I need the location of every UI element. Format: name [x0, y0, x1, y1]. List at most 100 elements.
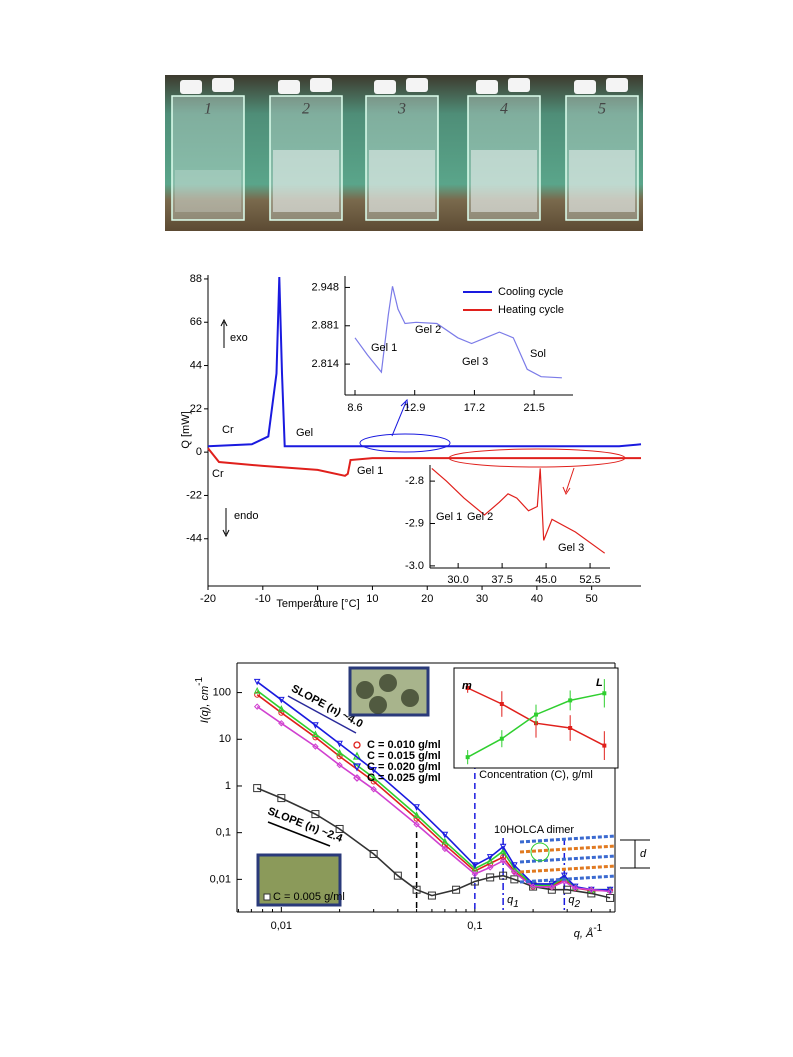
- data-point: [499, 847, 507, 855]
- vial-label: 2: [302, 101, 310, 118]
- vial-cap: [278, 80, 300, 94]
- peak-label: q1: [507, 894, 519, 910]
- legend-label: Heating cycle: [498, 304, 564, 316]
- schematic: 10HOLCA dimer d: [494, 824, 650, 884]
- data-point: [253, 678, 261, 686]
- peak-label-sub: 1: [513, 899, 519, 910]
- data-point: [370, 778, 377, 785]
- annotation: Gel 1: [436, 511, 462, 523]
- data-point: [452, 885, 461, 894]
- data-point: [278, 709, 285, 716]
- annotation: Gel 3: [462, 356, 488, 368]
- y-tick-label: 88: [190, 273, 202, 285]
- x-tick-label: 12.9: [404, 402, 425, 414]
- series-label: m: [462, 680, 472, 692]
- data-point: [511, 869, 518, 876]
- data-point: [278, 705, 285, 712]
- peak-label-main: q: [507, 894, 514, 906]
- data-point: [499, 736, 504, 741]
- data-point: [254, 691, 261, 698]
- annotation: Sol: [530, 348, 546, 360]
- data-point: [413, 804, 420, 811]
- data-point: [312, 722, 319, 729]
- x-tick-label: 45.0: [535, 574, 556, 586]
- x-tick-label: 30: [476, 593, 488, 605]
- y-tick-label: 2.948: [311, 281, 339, 293]
- vial-label: 4: [500, 101, 508, 118]
- legend-label: Cooling cycle: [498, 286, 563, 298]
- x-tick-label: 0,01: [271, 920, 292, 932]
- data-point: [441, 837, 449, 845]
- y-axis-label-main: I(q), cm: [199, 686, 211, 723]
- legend-label: C = 0.005 g/ml: [273, 891, 345, 903]
- x-tick-label: 37.5: [491, 574, 512, 586]
- legend-label: C = 0.015 g/ml: [367, 750, 441, 762]
- peak-label-main: q: [568, 894, 575, 906]
- x-axis-label: q, Å-1: [574, 923, 603, 940]
- y-tick-label: 1: [225, 780, 231, 792]
- data-point: [568, 726, 573, 730]
- vial-cap: [508, 78, 530, 92]
- vial-cap: [310, 78, 332, 92]
- data-point: [441, 831, 449, 839]
- data-point: [312, 743, 319, 750]
- vial-gel: [175, 170, 241, 212]
- legend-label: C = 0.010 g/ml: [367, 739, 441, 751]
- y-tick-label: 0,01: [210, 873, 231, 885]
- data-point: [499, 871, 508, 880]
- data-point: [370, 786, 377, 793]
- x-tick-label: 8.6: [347, 402, 362, 414]
- data-line: [354, 286, 562, 379]
- molecule-row: [519, 854, 616, 864]
- data-point: [534, 712, 538, 717]
- y-tick-label: -2.8: [405, 475, 424, 487]
- slope-line: [287, 695, 357, 734]
- data-line: [207, 276, 642, 448]
- y-tick-label: 0: [196, 446, 202, 458]
- data-point: [499, 857, 507, 864]
- peak-label-sub: 2: [573, 899, 580, 910]
- y-tick-label: -22: [186, 489, 202, 501]
- x-axis-label: Temperature [°C]: [276, 598, 359, 610]
- x-tick-label: 50: [586, 593, 598, 605]
- y-tick-label: 10: [219, 733, 231, 745]
- vial-cap: [574, 80, 596, 94]
- data-line: [431, 467, 606, 554]
- annotation: Gel: [296, 427, 313, 439]
- data-point: [602, 691, 607, 696]
- data-point: [427, 891, 436, 900]
- annotation: exo: [230, 332, 248, 344]
- legend-marker: [353, 741, 361, 749]
- data-point: [278, 720, 285, 727]
- spacing-marker: [620, 839, 650, 869]
- data-point: [499, 702, 504, 706]
- crystal: [379, 674, 397, 692]
- data-point: [561, 872, 568, 880]
- data-point: [336, 761, 343, 769]
- data-point: [563, 885, 572, 894]
- data-point: [253, 687, 261, 694]
- x-tick-label: 17.2: [464, 402, 485, 414]
- data-point: [548, 883, 556, 891]
- y-tick-label: 66: [190, 316, 202, 328]
- data-point: [253, 784, 262, 793]
- y-tick-label: 0,1: [216, 827, 231, 839]
- slope-line: [267, 821, 331, 847]
- y-tick-label: -2.9: [405, 517, 424, 529]
- vial-cap: [374, 80, 396, 94]
- series-label: L: [596, 677, 603, 689]
- data-point: [413, 815, 420, 822]
- x-tick-label: 40: [531, 593, 543, 605]
- data-point: [500, 854, 507, 861]
- arrow: [391, 398, 409, 437]
- data-point: [568, 698, 573, 703]
- x-tick-label: -20: [200, 593, 216, 605]
- data-point: [336, 753, 343, 760]
- micrograph: [256, 853, 342, 907]
- x-tick-label: 30.0: [447, 574, 468, 586]
- y-tick-label: 44: [190, 359, 202, 371]
- data-line: [256, 787, 611, 899]
- data-point: [413, 811, 420, 818]
- data-line: [207, 447, 641, 477]
